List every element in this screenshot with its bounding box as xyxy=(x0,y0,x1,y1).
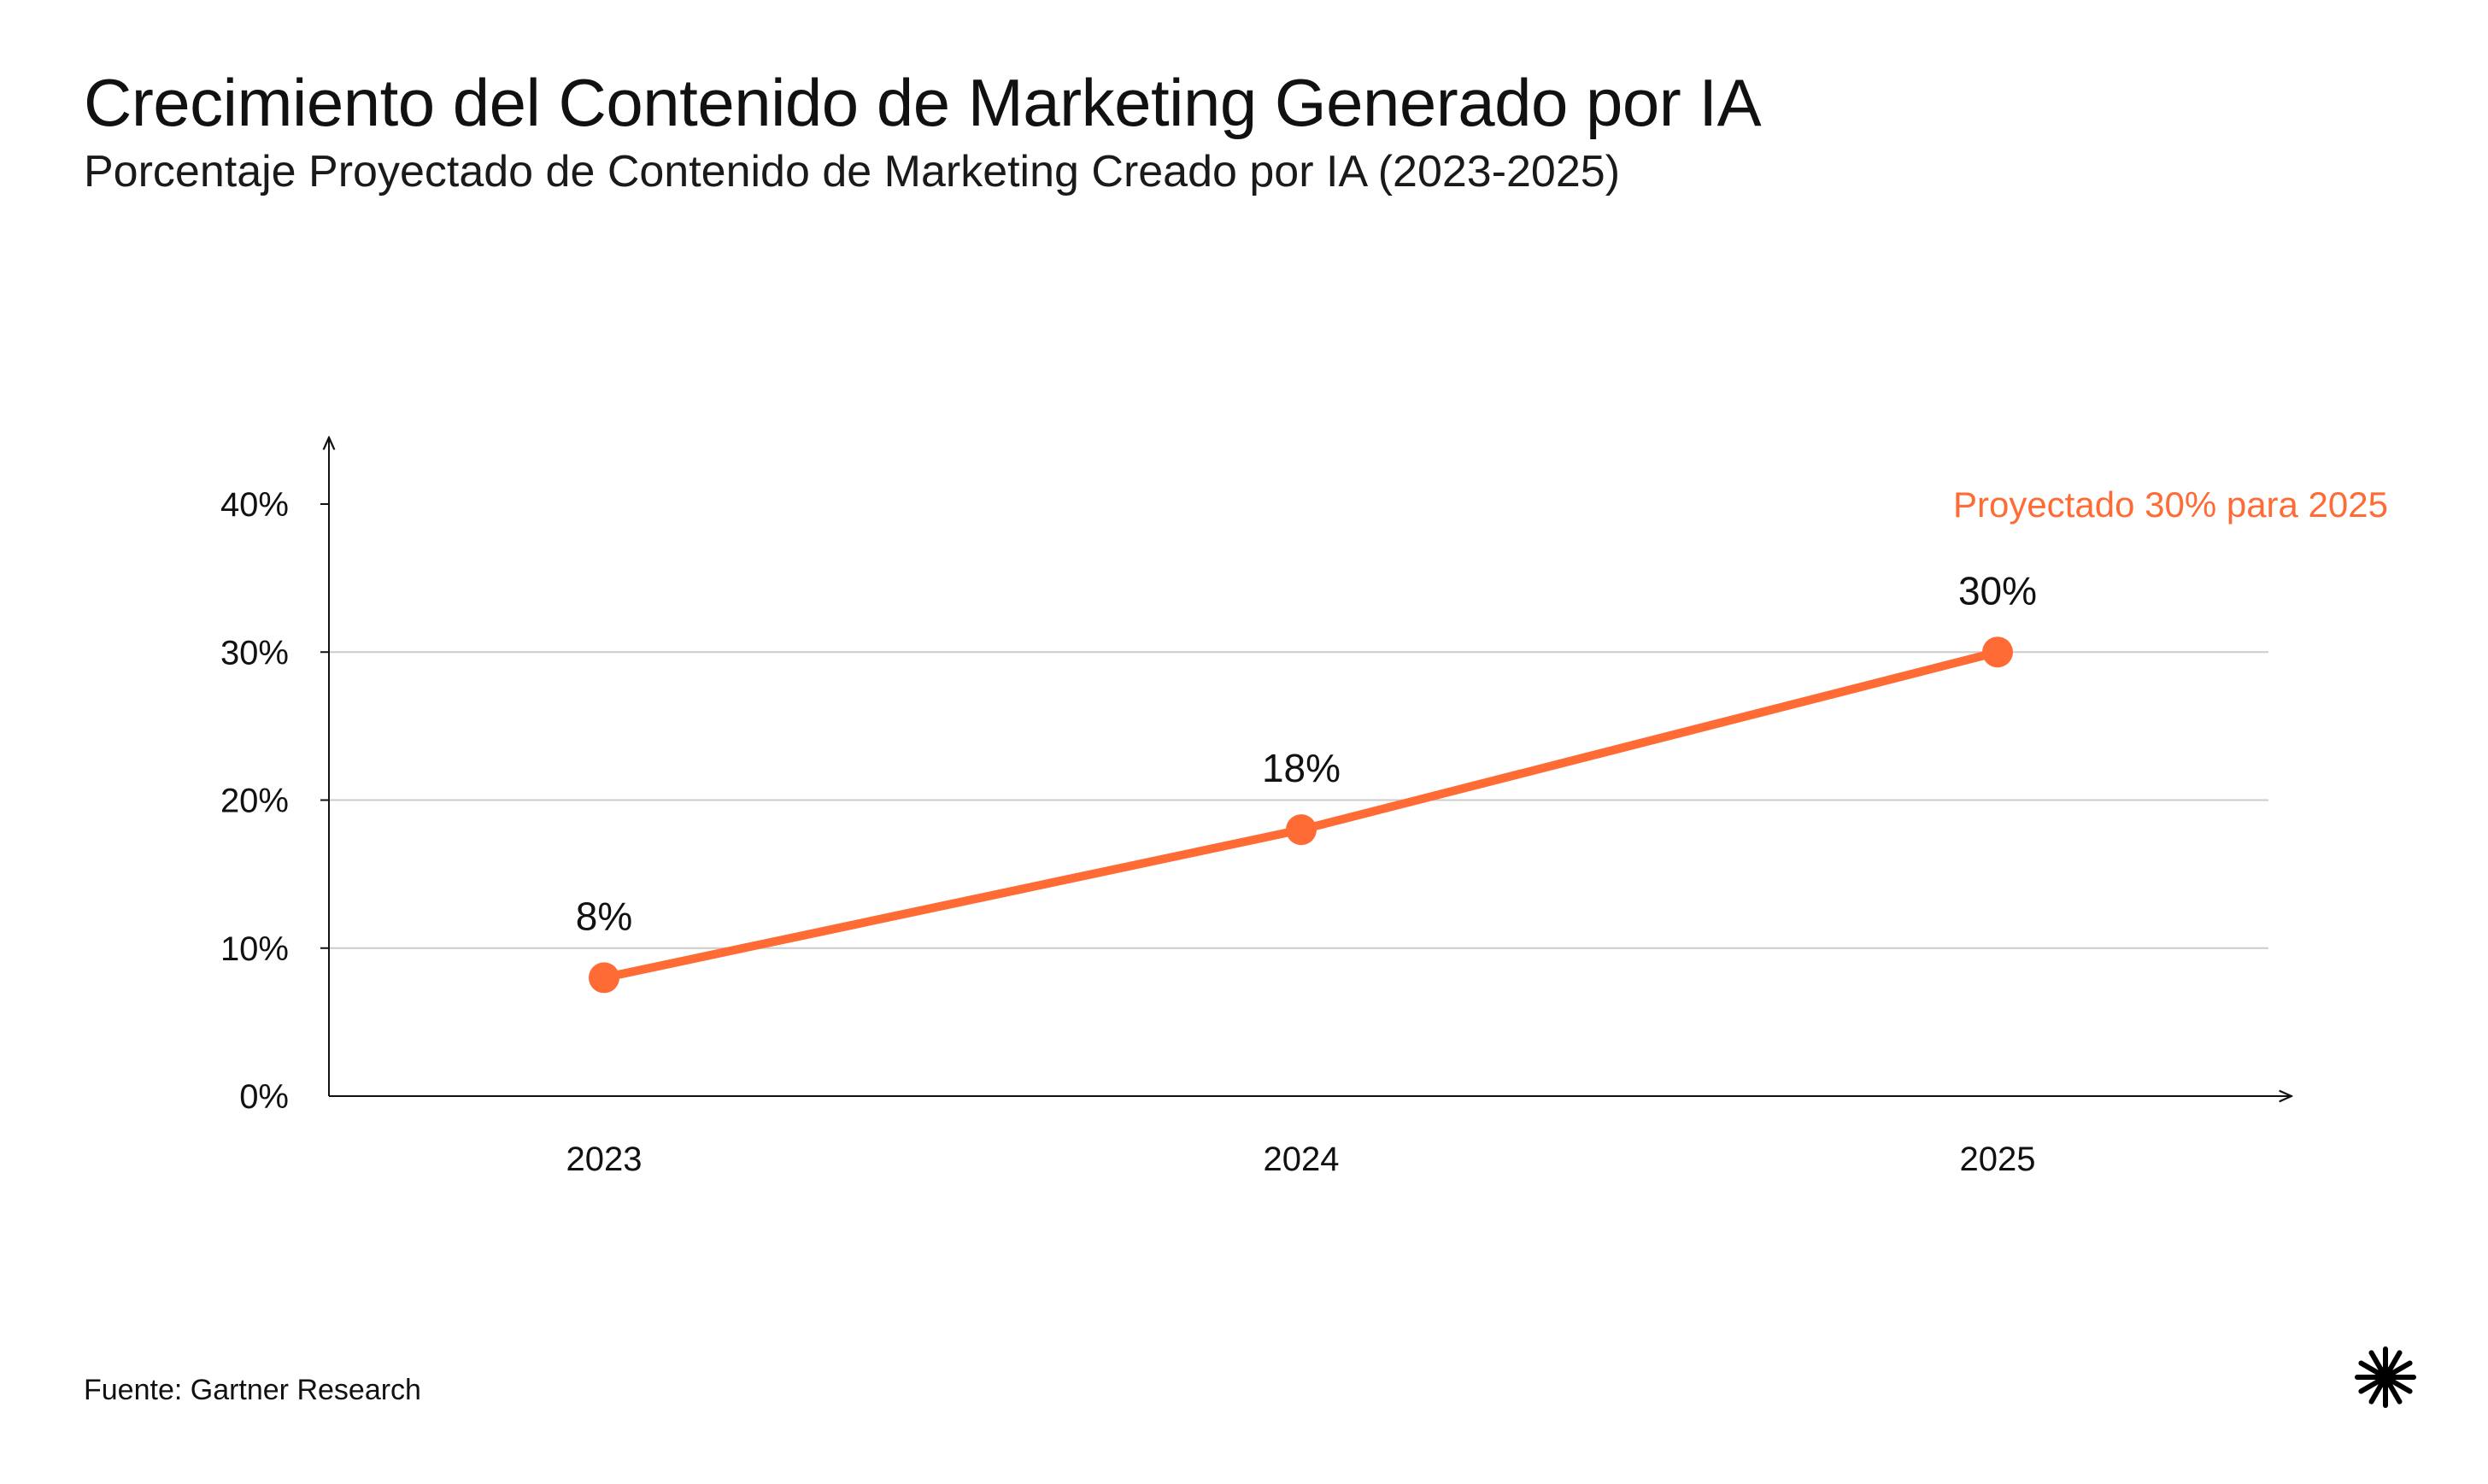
starburst-ray xyxy=(2390,1379,2413,1394)
y-tick-label: 20% xyxy=(220,783,289,820)
x-tick-labels: 2023 2024 2025 xyxy=(566,1141,2036,1178)
data-labels: 8% 18% 30% xyxy=(576,568,2037,938)
axes xyxy=(329,437,2291,1096)
x-tick-label: 2023 xyxy=(566,1141,643,1178)
starburst-icon xyxy=(2355,1346,2416,1408)
chart-subtitle: Porcentaje Proyectado de Contenido de Ma… xyxy=(84,147,1621,196)
starburst-ray xyxy=(2368,1381,2384,1405)
starburst-ray xyxy=(2358,1379,2381,1394)
starburst-ray xyxy=(2358,1360,2381,1375)
y-tick-label: 30% xyxy=(220,634,289,672)
series xyxy=(589,636,2013,994)
starburst-ray xyxy=(2387,1350,2403,1373)
source-note: Fuente: Gartner Research xyxy=(84,1374,421,1406)
data-point-2025 xyxy=(1982,636,2013,668)
data-point-2023 xyxy=(589,962,619,994)
chart-title: Crecimiento del Contenido de Marketing G… xyxy=(84,65,1762,140)
data-label-2025: 30% xyxy=(1958,568,2037,613)
data-label-2023: 8% xyxy=(576,894,632,938)
y-tick-label: 40% xyxy=(220,486,289,524)
y-tick-label: 0% xyxy=(239,1078,289,1116)
y-tick-labels: 0% 10% 20% 30% 40% xyxy=(220,486,329,1116)
projection-annotation: Proyectado 30% para 2025 xyxy=(1953,484,2388,525)
data-label-2024: 18% xyxy=(1262,746,1341,790)
x-tick-label: 2024 xyxy=(1264,1141,1340,1178)
x-tick-label: 2025 xyxy=(1960,1141,2036,1178)
data-point-2024 xyxy=(1286,814,1317,846)
gridlines xyxy=(329,651,2268,949)
y-tick-label: 10% xyxy=(220,930,289,968)
starburst-ray xyxy=(2390,1360,2413,1375)
starburst-ray xyxy=(2368,1350,2384,1373)
starburst-ray xyxy=(2387,1381,2403,1405)
